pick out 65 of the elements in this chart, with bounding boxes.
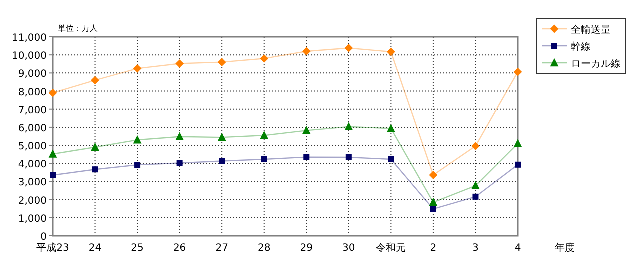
point xyxy=(388,156,394,162)
point xyxy=(91,76,100,85)
y-tick-label: 7,000 xyxy=(18,105,47,116)
x-tick-label: 令和元 xyxy=(376,242,406,254)
x-tick-label: 28 xyxy=(258,243,271,254)
y-tick-label: 3,000 xyxy=(18,178,47,189)
y-tick-label: 11,000 xyxy=(12,33,47,44)
point xyxy=(218,58,226,67)
point xyxy=(346,154,352,160)
point xyxy=(386,48,396,56)
point xyxy=(219,158,226,164)
point xyxy=(472,181,480,190)
x-tick-label: 24 xyxy=(88,243,102,254)
point xyxy=(133,64,142,73)
point xyxy=(133,136,142,144)
point xyxy=(176,132,184,140)
x-tick-label: 26 xyxy=(173,243,186,254)
y-tick-label: 1,000 xyxy=(18,214,47,225)
y-tick-label: 10,000 xyxy=(12,51,47,62)
point xyxy=(429,198,438,206)
y-tick-label: 6,000 xyxy=(18,123,47,134)
point xyxy=(260,54,269,63)
point xyxy=(514,68,522,76)
point xyxy=(50,172,56,178)
y-tick-label: 8,000 xyxy=(18,87,47,98)
point xyxy=(430,206,436,212)
x-tick-label: 2 xyxy=(430,243,437,254)
point xyxy=(176,160,183,166)
point xyxy=(472,194,479,200)
legend-label: ローカル線 xyxy=(571,59,621,70)
y-tick-label: 2,000 xyxy=(18,196,47,207)
y-tick-label: 5,000 xyxy=(18,142,47,153)
x-tick-label: 平成23 xyxy=(36,242,70,254)
y-tick-label: 9,000 xyxy=(18,69,47,80)
y-tick-label: 0 xyxy=(40,232,47,243)
point xyxy=(514,139,522,148)
x-tick-label: 4 xyxy=(514,243,522,254)
point xyxy=(515,162,521,168)
point xyxy=(472,142,480,150)
point xyxy=(344,44,354,52)
x-tick-label: 3 xyxy=(472,243,479,254)
x-axis-title: 年度 xyxy=(555,242,575,254)
text: 単位：万人 xyxy=(58,24,98,33)
point xyxy=(48,150,58,158)
point xyxy=(48,88,58,98)
point xyxy=(218,132,226,142)
x-tick-label: 30 xyxy=(342,243,356,254)
point xyxy=(260,130,269,140)
x-tick-label: 27 xyxy=(216,243,228,254)
point xyxy=(92,166,98,173)
legend-label: 全輸送量 xyxy=(571,24,611,36)
point xyxy=(386,124,396,132)
y-tick-label: 4,000 xyxy=(18,160,47,171)
x-tick-label: 29 xyxy=(300,243,314,254)
legend-label: 幹線 xyxy=(571,41,591,53)
point xyxy=(429,171,438,180)
point xyxy=(261,156,268,162)
point xyxy=(91,142,100,151)
point xyxy=(302,47,311,56)
point xyxy=(302,126,311,134)
point xyxy=(304,154,310,160)
point xyxy=(344,122,354,131)
point xyxy=(134,162,141,168)
x-tick-label: 25 xyxy=(131,243,144,254)
point xyxy=(176,60,184,68)
